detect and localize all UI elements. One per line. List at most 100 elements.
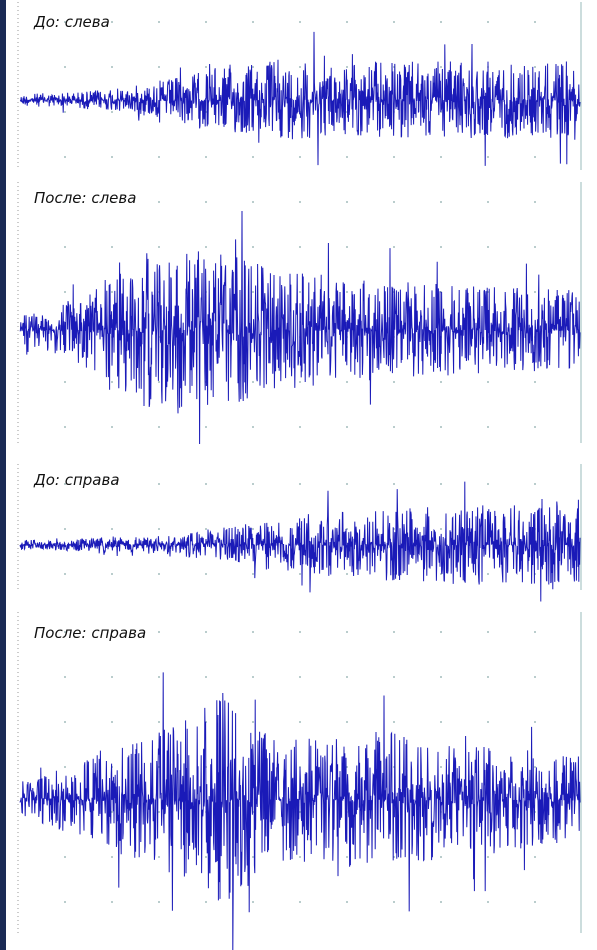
grid-dot — [487, 721, 489, 723]
grid-dot — [205, 631, 207, 633]
grid-dot — [534, 21, 536, 23]
grid-dot — [299, 156, 301, 158]
grid-dot — [487, 573, 489, 575]
grid-dot — [205, 573, 207, 575]
grid-dot — [111, 291, 113, 293]
grid-dot — [158, 631, 160, 633]
grid-dot — [158, 676, 160, 678]
panel-label: До: слева — [33, 13, 110, 31]
grid-dot — [252, 721, 254, 723]
grid-dot — [487, 21, 489, 23]
grid-dot — [534, 901, 536, 903]
grid-dot — [487, 856, 489, 858]
grid-dot — [534, 721, 536, 723]
grid-dot — [346, 631, 348, 633]
grid-dot — [252, 631, 254, 633]
grid-dot — [299, 21, 301, 23]
grid-dot — [158, 381, 160, 383]
grid-dot — [252, 246, 254, 248]
grid-dot — [158, 528, 160, 530]
grid-dot — [346, 246, 348, 248]
grid-dot — [393, 721, 395, 723]
grid-dot — [64, 291, 66, 293]
waveform — [20, 211, 580, 444]
left-border — [0, 0, 6, 950]
grid-dot — [487, 201, 489, 203]
grid-dot — [64, 528, 66, 530]
grid-dot — [111, 528, 113, 530]
grid-dot — [487, 631, 489, 633]
grid-dot — [111, 676, 113, 678]
grid-dot — [64, 573, 66, 575]
grid-dot — [64, 426, 66, 428]
grid-dot — [205, 676, 207, 678]
grid-dot — [440, 856, 442, 858]
grid-dot — [440, 201, 442, 203]
grid-dot — [346, 483, 348, 485]
grid-dot — [252, 483, 254, 485]
grid-dot — [158, 246, 160, 248]
grid-dot — [393, 426, 395, 428]
grid-dot — [487, 426, 489, 428]
grid-dot — [111, 901, 113, 903]
grid-dot — [534, 66, 536, 68]
grid-dot — [299, 856, 301, 858]
grid-dot — [64, 156, 66, 158]
grid-dot — [252, 528, 254, 530]
panel-label: После: справа — [34, 624, 146, 642]
grid-dot — [252, 66, 254, 68]
grid-dot — [534, 631, 536, 633]
grid-dot — [205, 246, 207, 248]
grid-dot — [205, 528, 207, 530]
grid-dot — [252, 381, 254, 383]
grid-dot — [440, 381, 442, 383]
grid-dot — [534, 246, 536, 248]
grid-dot — [346, 901, 348, 903]
grid-dot — [205, 856, 207, 858]
grid-dot — [205, 66, 207, 68]
grid-dot — [299, 381, 301, 383]
grid-dot — [158, 426, 160, 428]
grid-dot — [299, 573, 301, 575]
grid-dot — [440, 528, 442, 530]
grid-dot — [487, 156, 489, 158]
grid-dot — [205, 483, 207, 485]
grid-dot — [440, 483, 442, 485]
grid-dot — [487, 381, 489, 383]
grid-dot — [440, 426, 442, 428]
grid-dot — [534, 483, 536, 485]
grid-dot — [64, 246, 66, 248]
grid-dot — [393, 201, 395, 203]
grid-dot — [534, 381, 536, 383]
grid-dot — [64, 111, 66, 113]
grid-dot — [534, 426, 536, 428]
grid-dot — [393, 21, 395, 23]
grid-dot — [252, 856, 254, 858]
grid-dot — [393, 246, 395, 248]
grid-dot — [346, 856, 348, 858]
grid-dot — [299, 246, 301, 248]
grid-dot — [64, 856, 66, 858]
grid-dot — [158, 856, 160, 858]
grid-dot — [440, 766, 442, 768]
grid-dot — [111, 156, 113, 158]
grid-dot — [487, 483, 489, 485]
page: До: слеваПосле: слеваДо: справаПосле: сп… — [0, 0, 597, 950]
grid-dot — [393, 381, 395, 383]
grid-dot — [111, 66, 113, 68]
grid-dot — [111, 573, 113, 575]
grid-dot — [393, 483, 395, 485]
grid-dot — [299, 483, 301, 485]
grid-dot — [299, 426, 301, 428]
grid-dot — [534, 201, 536, 203]
grid-dot — [299, 901, 301, 903]
grid-dot — [111, 21, 113, 23]
grid-dot — [346, 66, 348, 68]
grid-dot — [252, 291, 254, 293]
grid-dot — [393, 901, 395, 903]
grid-dot — [299, 631, 301, 633]
grid-dot — [299, 201, 301, 203]
grid-dot — [440, 901, 442, 903]
grid-dot — [158, 901, 160, 903]
grid-dot — [346, 21, 348, 23]
